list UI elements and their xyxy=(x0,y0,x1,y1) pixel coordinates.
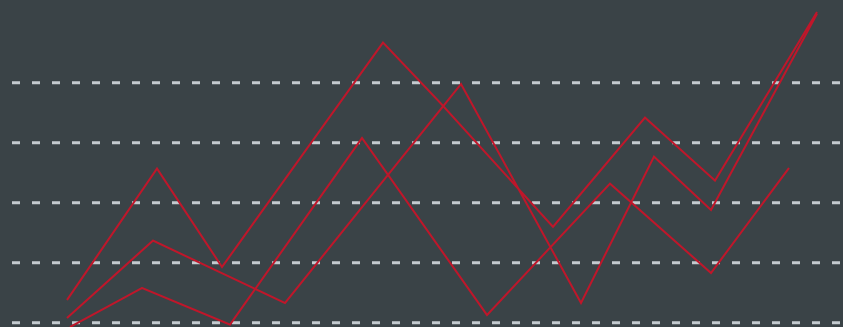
data-line xyxy=(66,13,818,319)
data-line xyxy=(66,11,818,301)
data-line xyxy=(69,136,790,327)
